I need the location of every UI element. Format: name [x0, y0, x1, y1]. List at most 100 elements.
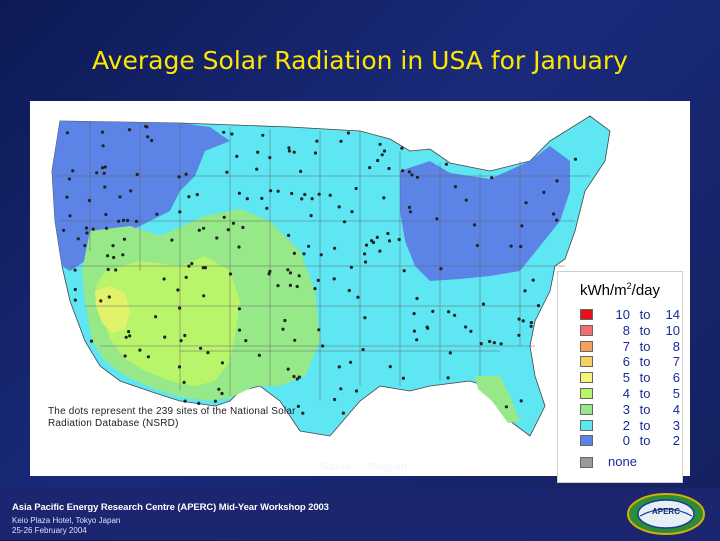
legend-high: 14: [665, 307, 680, 322]
site-dot: [288, 271, 293, 275]
site-dot: [435, 217, 439, 221]
site-dot: [269, 189, 273, 193]
site-dot: [265, 206, 269, 210]
site-dot: [256, 150, 260, 154]
site-dot: [301, 411, 305, 415]
site-dot: [292, 251, 296, 255]
site-dot: [65, 131, 69, 135]
site-dot: [183, 333, 187, 338]
site-dot: [225, 170, 229, 174]
site-dot: [111, 244, 115, 248]
site-dot: [237, 328, 242, 332]
footer-date: 25-26 February 2004: [12, 526, 87, 535]
site-dot: [206, 351, 210, 355]
site-dot: [222, 130, 226, 134]
site-dot: [268, 269, 272, 273]
site-dots: [62, 124, 578, 415]
site-dot: [529, 321, 533, 325]
site-dot: [319, 253, 323, 257]
site-dot: [388, 365, 392, 369]
site-dot: [347, 288, 351, 293]
site-dot: [154, 315, 158, 319]
site-dot: [531, 278, 535, 282]
site-dot: [244, 339, 248, 343]
site-dot: [127, 128, 132, 132]
legend-high: 4: [672, 401, 680, 417]
site-dot: [410, 173, 414, 177]
site-dot: [182, 380, 186, 384]
site-dot: [178, 210, 182, 214]
legend-title-exp: 2: [626, 281, 632, 291]
legend-swatch: [580, 403, 593, 415]
site-dot: [375, 235, 379, 239]
legend-high: 6: [672, 370, 680, 386]
site-dot: [237, 307, 241, 311]
site-dot: [509, 244, 513, 248]
footer-band: [0, 488, 720, 540]
aperc-logo-icon: [627, 493, 705, 535]
site-dot: [112, 255, 116, 260]
site-dot: [138, 348, 142, 352]
site-dot: [464, 325, 468, 329]
site-dot: [106, 254, 110, 258]
site-dot: [255, 167, 259, 171]
site-dot: [415, 175, 419, 179]
site-dot: [315, 139, 319, 143]
site-dot: [444, 162, 448, 166]
site-dot: [184, 172, 188, 176]
site-dot: [215, 236, 219, 240]
site-dot: [281, 327, 285, 331]
legend-swatch: [580, 309, 593, 320]
legend-high: 7: [672, 354, 680, 370]
site-dot: [68, 214, 72, 218]
site-dot: [354, 186, 358, 191]
site-dot: [328, 193, 332, 197]
site-dot: [222, 215, 226, 219]
legend-swatch: [580, 340, 593, 352]
nsrd-dots-note: The dots represent the 239 sites of the …: [48, 406, 296, 429]
site-dot: [346, 131, 350, 135]
site-dot: [370, 239, 374, 243]
site-dot: [408, 210, 413, 214]
slide-title: Average Solar Radiation in USA for Janua…: [92, 46, 628, 75]
site-dot: [475, 243, 479, 248]
site-dot: [146, 355, 150, 359]
site-dot: [295, 377, 299, 381]
site-dot: [464, 198, 468, 202]
legend-sep: to: [639, 338, 651, 354]
legend-high: 3: [672, 417, 680, 433]
site-dot: [179, 339, 183, 343]
site-dot: [118, 195, 122, 199]
legend-swatch: [580, 387, 593, 399]
site-dot: [425, 325, 429, 329]
site-dot: [197, 401, 201, 405]
site-dot: [268, 156, 272, 160]
footer-venue: Keio Plaza Hotel, Tokyo Japan: [12, 516, 121, 525]
site-dot: [573, 157, 578, 161]
site-dot: [380, 153, 384, 157]
site-dot: [71, 169, 75, 173]
site-dot: [536, 304, 541, 308]
site-dot: [303, 192, 307, 197]
solar-map-panel: The dots represent the 239 sites of the …: [30, 101, 690, 476]
site-dot: [286, 268, 290, 272]
site-dot: [73, 298, 77, 302]
site-dot: [447, 310, 451, 314]
site-dot: [178, 306, 182, 310]
site-dot: [313, 151, 318, 155]
site-dot: [162, 277, 166, 281]
site-dot: [241, 225, 245, 230]
site-dot: [339, 387, 343, 391]
site-dot: [321, 344, 325, 348]
site-dot: [177, 175, 181, 179]
band-4-5-southwest: [96, 256, 240, 386]
site-dot: [332, 277, 336, 281]
site-dot: [91, 227, 95, 231]
site-dot: [155, 212, 159, 216]
legend-high: 5: [672, 385, 680, 401]
band-5-6-southwest: [95, 286, 130, 333]
legend-low: 2: [622, 417, 630, 433]
site-dot: [297, 375, 301, 379]
legend-sep: to: [639, 417, 651, 433]
site-dot: [73, 268, 77, 272]
